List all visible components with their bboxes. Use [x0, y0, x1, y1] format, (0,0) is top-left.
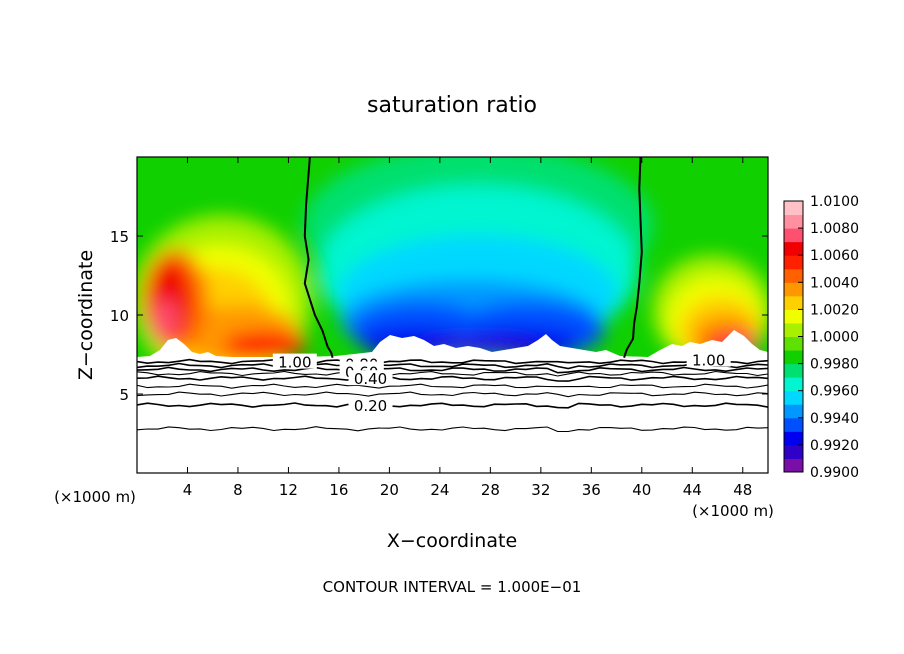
contour-line: [137, 383, 768, 389]
colorbar-label: 1.0020: [810, 302, 859, 318]
colorbar-swatch: [784, 214, 803, 229]
colorbar-swatch: [784, 458, 803, 473]
contour-label: 0.20: [354, 397, 387, 415]
x-tick-label: 32: [531, 481, 550, 499]
blob-left-red-low: [223, 331, 307, 359]
colorbar-swatch: [784, 309, 803, 324]
colorbar-label: 1.0080: [810, 221, 859, 237]
contour-label: 0.40: [354, 370, 387, 388]
x-tick-label: 36: [582, 481, 601, 499]
blob-left-pink: [153, 298, 177, 342]
contour-line: [137, 426, 768, 433]
contour-labels: 1.000.800.600.400.201.00: [272, 351, 731, 415]
x-tick-label: 24: [430, 481, 449, 499]
contour-line: [137, 366, 768, 374]
colorbar-swatch: [784, 322, 803, 337]
heatmap-field: [137, 157, 768, 473]
x-tick-label: 4: [183, 481, 193, 499]
contour-line: [137, 402, 768, 409]
contour-label-bg: [348, 370, 393, 386]
colorbar-label: 0.9940: [810, 411, 859, 427]
colorbar-swatch: [784, 390, 803, 405]
colorbar-label: 1.0060: [810, 248, 859, 264]
colorbar-swatch: [784, 295, 803, 310]
contour-line: [137, 375, 768, 382]
y-tick-label: 5: [119, 386, 129, 404]
x-unit-right: (×1000 m): [692, 502, 774, 520]
colorbar-label: 1.0100: [810, 194, 859, 210]
y-axis-ticks: 5 10 15: [110, 228, 768, 404]
colorbar-label: 1.0040: [810, 275, 859, 291]
colorbar-swatch: [784, 377, 803, 392]
x-tick-label: 12: [279, 481, 298, 499]
x-tick-label: 48: [733, 481, 752, 499]
colorbar-swatch: [784, 241, 803, 256]
colorbar-swatch: [784, 363, 803, 378]
contour-line: [137, 370, 768, 377]
colorbar-swatch: [784, 336, 803, 351]
colorbar-swatch: [784, 444, 803, 459]
colorbar-swatch: [784, 404, 803, 419]
contour-label-bg: [348, 397, 393, 413]
colorbar-swatch: [784, 255, 803, 270]
x-tick-label: 40: [632, 481, 651, 499]
contour-boundary-left: [303, 157, 334, 358]
x-axis-label: X−coordinate: [387, 530, 517, 552]
lower-contour-lines: [137, 358, 768, 433]
colorbar-label: 1.0000: [810, 330, 859, 346]
contour-label-bg: [686, 351, 731, 367]
chart-title: saturation ratio: [367, 93, 537, 118]
x-tick-label: 20: [380, 481, 399, 499]
colorbar-swatch: [784, 201, 803, 216]
colorbar-label: 0.9980: [810, 357, 859, 373]
colorbar-swatch: [784, 268, 803, 283]
x-tick-label: 16: [329, 481, 348, 499]
x-tick-label: 44: [683, 481, 702, 499]
contour-label: 1.00: [278, 354, 311, 372]
colorbar-label: 0.9960: [810, 384, 859, 400]
contour-line: [137, 358, 768, 365]
contour-interval-note: CONTOUR INTERVAL = 1.000E−01: [323, 578, 582, 596]
colorbar-label: 0.9900: [810, 465, 859, 481]
contour-boundary-right: [623, 157, 643, 359]
colorbar-swatch: [784, 431, 803, 446]
colorbar-swatch: [784, 350, 803, 365]
y-tick-label: 10: [110, 307, 129, 325]
contour-label-bg: [272, 353, 317, 369]
colorbar-swatch: [784, 282, 803, 297]
y-tick-label: 15: [110, 228, 129, 246]
y-axis-label: Z−coordinate: [75, 250, 97, 380]
colorbar-swatch: [784, 417, 803, 432]
contour-label-right: 1.00: [692, 352, 725, 370]
x-unit-left: (×1000 m): [54, 488, 136, 506]
colorbar-swatch: [784, 228, 803, 243]
x-tick-label: 8: [233, 481, 243, 499]
x-tick-label: 28: [481, 481, 500, 499]
contour-line: [137, 391, 768, 398]
x-axis-ticks: 4 8 12 16 20 24 28 32 36 40 44 48: [183, 157, 752, 499]
colorbar-label: 0.9920: [810, 438, 859, 454]
colorbar: 1.0100 1.0080 1.0060 1.0040 1.0020 1.0000 0.99…: [783, 194, 859, 481]
contour-line: [137, 362, 768, 370]
